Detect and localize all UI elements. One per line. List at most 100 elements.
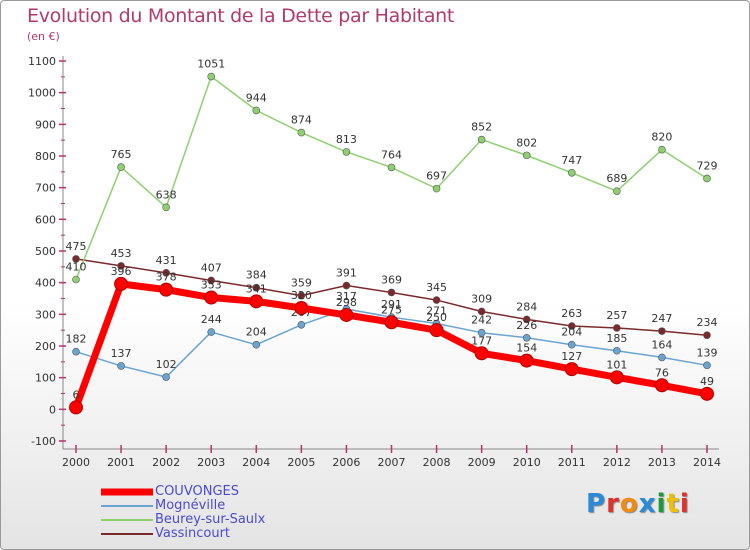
logo-letter: x — [638, 489, 657, 519]
data-point-vassincourt — [162, 269, 170, 277]
data-label-beurey-sur-saulx: 689 — [606, 172, 627, 185]
logo-letter: i — [679, 489, 690, 519]
data-point-vassincourt — [703, 331, 711, 340]
data-label-couvonges: 6 — [73, 388, 80, 401]
y-tick-label: 100 — [35, 372, 56, 385]
logo-letter: r — [606, 489, 620, 519]
data-point-beurey-sur-saulx — [342, 148, 351, 156]
data-point-mogneville — [162, 373, 170, 381]
data-point-beurey-sur-saulx — [387, 163, 396, 172]
data-point-couvonges — [474, 346, 489, 361]
data-label-couvonges: 396 — [111, 265, 132, 278]
data-label-couvonges: 353 — [201, 279, 222, 292]
x-tick-label: 2009 — [468, 456, 496, 469]
x-tick-label: 2010 — [513, 456, 541, 469]
data-point-couvonges — [69, 400, 83, 415]
logo-letter: o — [619, 489, 639, 519]
data-point-beurey-sur-saulx — [613, 187, 621, 195]
data-label-vassincourt: 359 — [291, 277, 312, 290]
data-label-mogneville: 204 — [246, 326, 267, 339]
data-point-mogneville — [522, 333, 531, 342]
legend-swatch-mogneville — [101, 505, 153, 507]
data-label-couvonges: 101 — [606, 358, 627, 371]
data-label-mogneville: 271 — [426, 305, 447, 318]
data-label-beurey-sur-saulx: 944 — [246, 91, 267, 104]
data-point-mogneville — [477, 328, 486, 337]
logo-letter: t — [666, 489, 680, 519]
data-label-vassincourt: 309 — [471, 292, 492, 305]
data-point-couvonges — [429, 323, 444, 338]
data-label-beurey-sur-saulx: 410 — [66, 261, 87, 274]
legend-item-mogneville: Mognéville — [101, 499, 265, 513]
x-tick-label: 2004 — [242, 456, 270, 469]
x-tick-label: 2011 — [558, 456, 586, 469]
data-point-beurey-sur-saulx — [567, 168, 576, 177]
data-label-couvonges: 378 — [156, 271, 177, 284]
data-point-couvonges — [294, 301, 309, 315]
data-point-beurey-sur-saulx — [297, 128, 306, 137]
data-label-beurey-sur-saulx: 638 — [156, 188, 177, 201]
data-label-beurey-sur-saulx: 765 — [111, 148, 132, 161]
data-label-beurey-sur-saulx: 697 — [426, 170, 447, 183]
data-label-beurey-sur-saulx: 874 — [291, 114, 312, 127]
data-point-couvonges — [384, 315, 399, 330]
data-point-mogneville — [658, 353, 666, 362]
y-tick-label: 600 — [35, 213, 56, 226]
data-point-mogneville — [207, 328, 216, 336]
data-point-couvonges — [339, 307, 354, 322]
x-tick-label: 2014 — [693, 456, 721, 469]
data-point-vassincourt — [252, 283, 261, 292]
x-tick-label: 2012 — [603, 456, 631, 469]
data-label-couvonges: 275 — [381, 303, 402, 316]
data-label-vassincourt: 263 — [561, 307, 582, 320]
data-label-beurey-sur-saulx: 729 — [697, 159, 718, 172]
data-point-vassincourt — [342, 281, 351, 290]
data-point-couvonges — [564, 362, 579, 377]
data-label-vassincourt: 431 — [156, 254, 177, 267]
data-label-couvonges: 341 — [246, 282, 267, 295]
data-label-vassincourt: 384 — [246, 269, 267, 282]
data-point-beurey-sur-saulx — [522, 151, 531, 160]
chart-legend: COUVONGES Mognéville Beurey-sur-Saulx Va… — [101, 485, 265, 541]
legend-item-beurey-sur-saulx: Beurey-sur-Saulx — [101, 513, 265, 527]
y-tick-label: 1100 — [28, 55, 56, 68]
data-point-couvonges — [700, 386, 714, 401]
data-point-vassincourt — [432, 296, 441, 304]
logo-letter: i — [656, 489, 667, 519]
data-point-mogneville — [567, 340, 576, 349]
data-point-vassincourt — [522, 315, 531, 324]
data-label-mogneville: 291 — [381, 298, 402, 311]
x-tick-label: 2002 — [152, 456, 180, 469]
legend-swatch-vassincourt — [101, 533, 153, 535]
legend-swatch-couvonges — [101, 488, 153, 496]
x-tick-label: 2003 — [197, 456, 225, 469]
data-label-mogneville: 164 — [651, 338, 672, 351]
chart-subtitle: (en €) — [27, 30, 60, 43]
data-point-beurey-sur-saulx — [703, 174, 711, 183]
data-point-couvonges — [519, 353, 534, 368]
data-point-beurey-sur-saulx — [207, 72, 216, 81]
data-point-vassincourt — [613, 324, 621, 332]
data-label-couvonges: 177 — [471, 334, 492, 347]
legend-label-mogneville: Mognéville — [155, 498, 226, 513]
data-label-vassincourt: 234 — [697, 316, 718, 329]
data-point-couvonges — [249, 294, 264, 309]
data-label-couvonges: 49 — [700, 375, 714, 388]
data-label-beurey-sur-saulx: 820 — [651, 131, 672, 144]
chart-title: Evolution du Montant de la Dette par Hab… — [27, 5, 455, 27]
data-label-vassincourt: 369 — [381, 273, 402, 286]
y-tick-label: -100 — [31, 435, 56, 448]
legend-label-vassincourt: Vassincourt — [155, 526, 231, 541]
x-tick-label: 2013 — [648, 456, 676, 469]
y-tick-label: 300 — [35, 308, 56, 321]
data-label-mogneville: 226 — [516, 319, 537, 332]
y-tick-label: 0 — [49, 403, 56, 416]
data-point-mogneville — [613, 346, 621, 355]
x-tick-label: 2008 — [423, 456, 451, 469]
data-point-mogneville — [297, 320, 306, 329]
data-label-mogneville: 185 — [606, 332, 627, 345]
proxiti-logo: Proxiti — [586, 489, 690, 519]
legend-item-vassincourt: Vassincourt — [101, 527, 265, 541]
data-point-vassincourt — [72, 255, 80, 263]
y-tick-label: 500 — [35, 245, 56, 258]
